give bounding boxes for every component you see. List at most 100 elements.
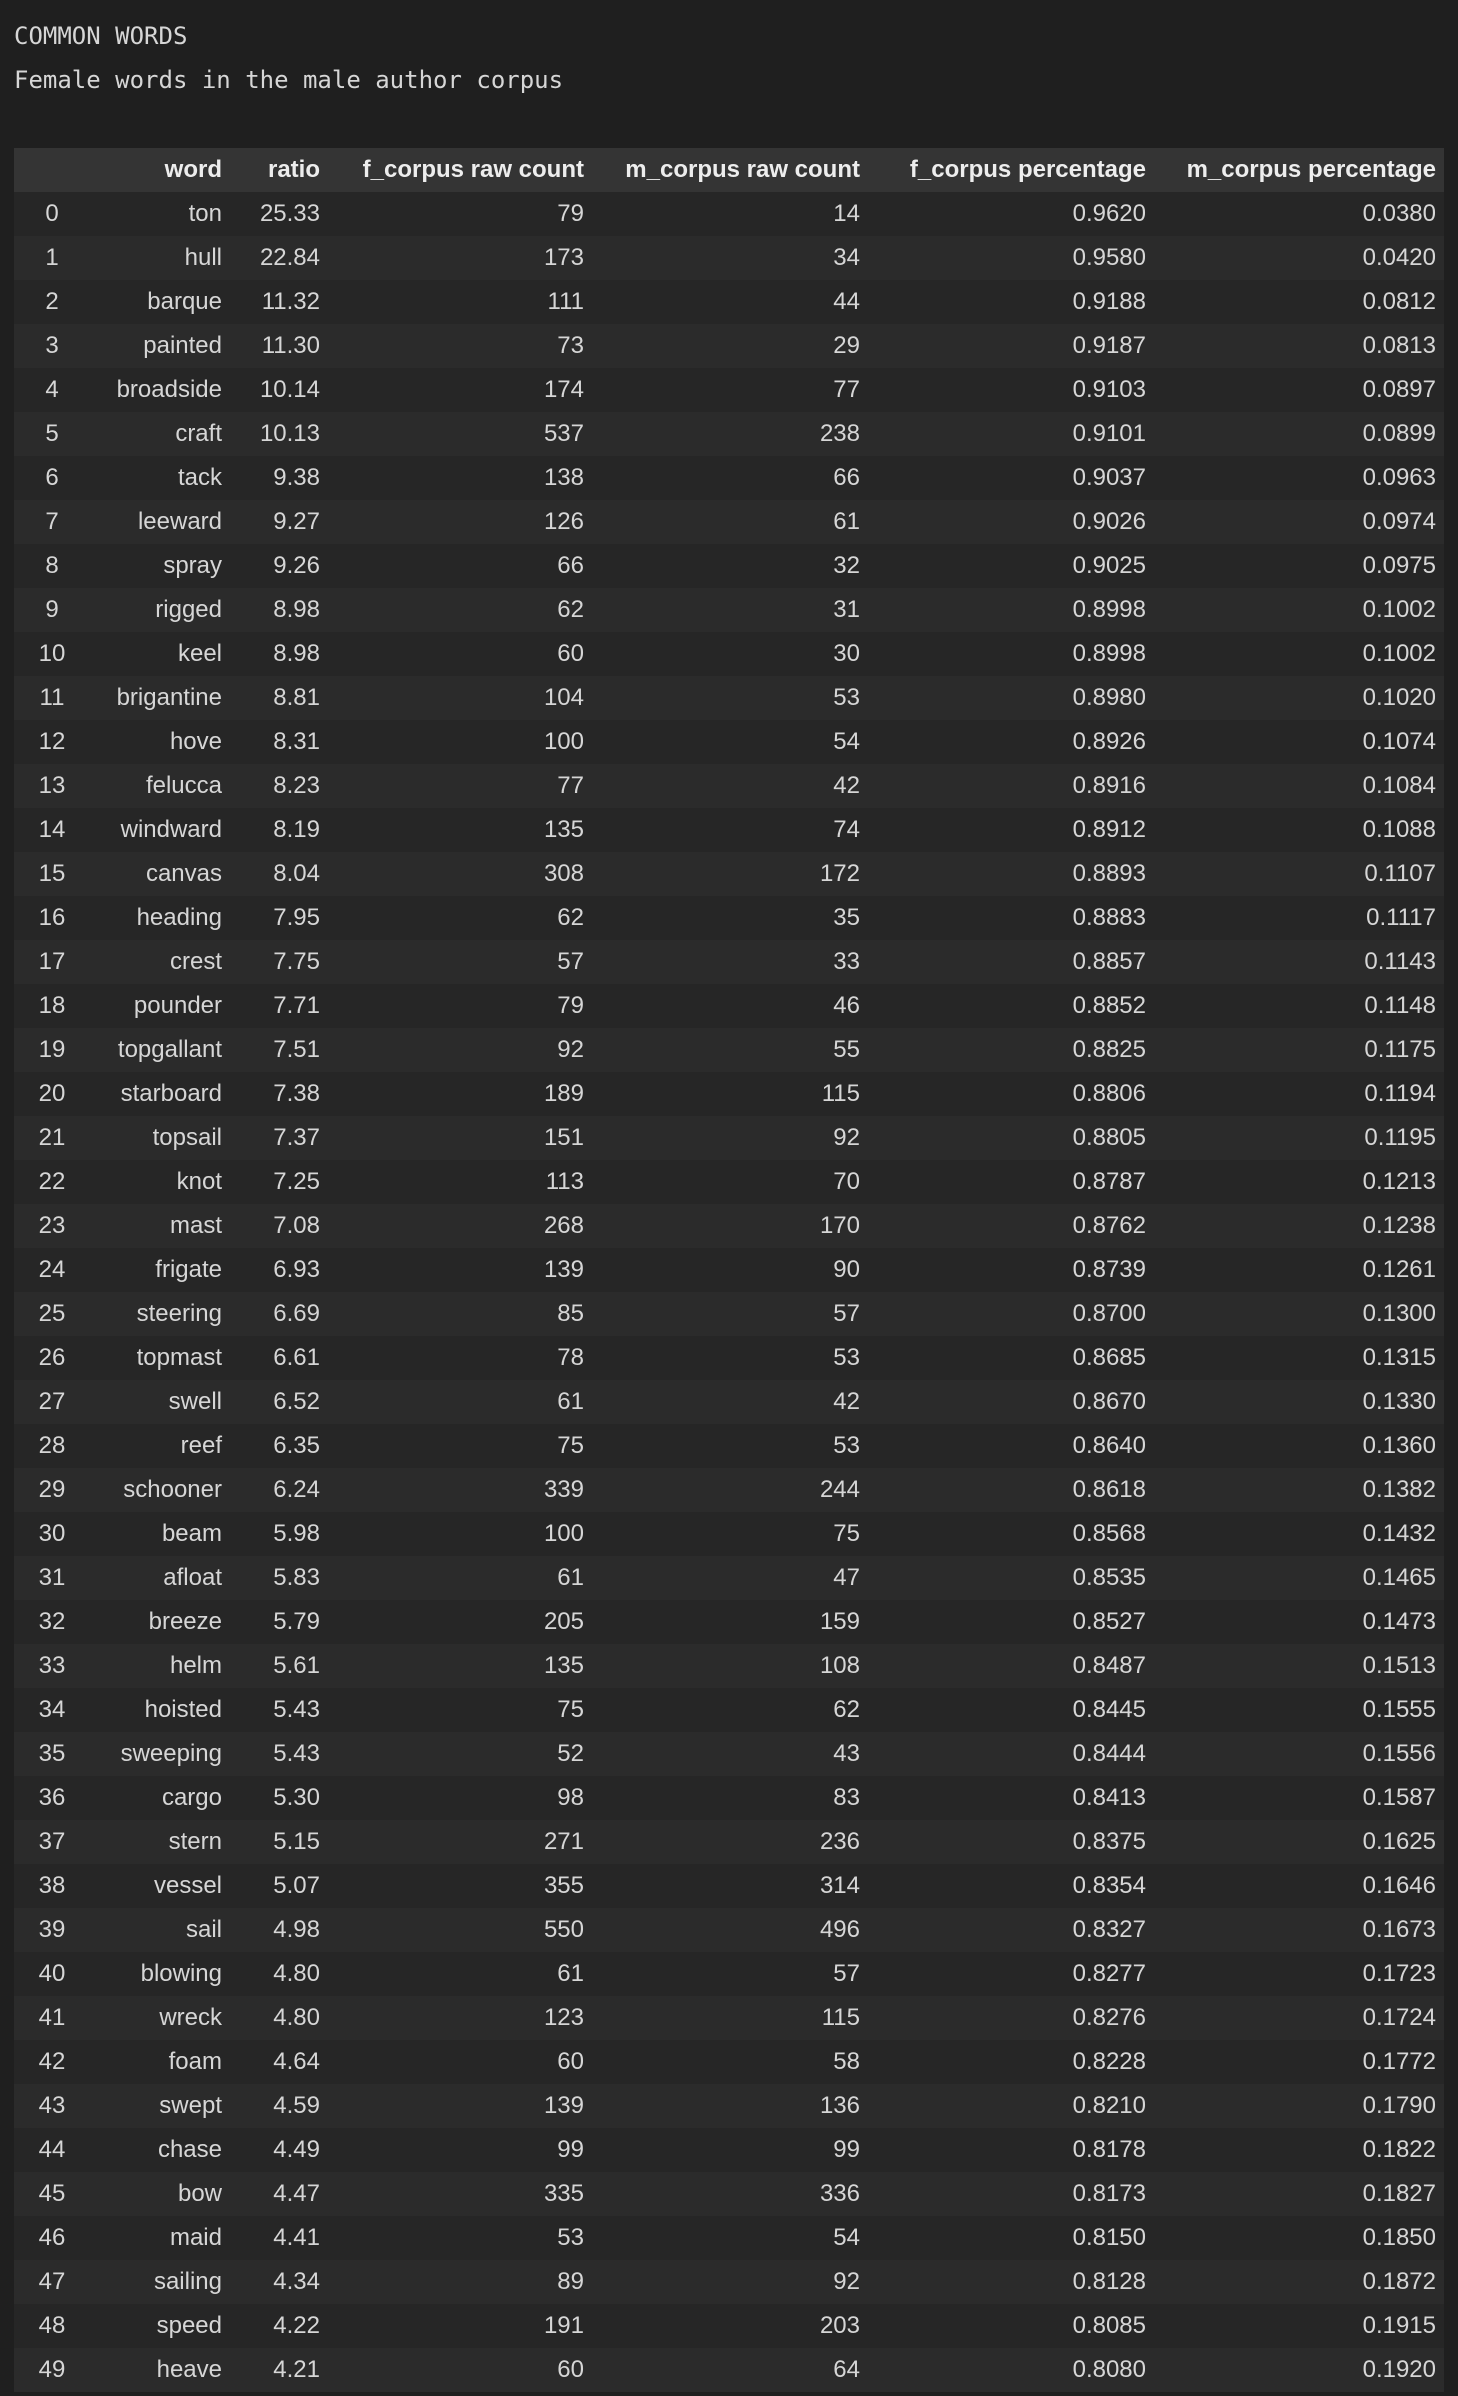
cell-f-corpus-raw-count: 138 [543, 464, 584, 491]
table-row: 16 heading 7.95 62 35 0.8883 0.1117 [14, 896, 1444, 940]
cell-ratio: 6.24 [273, 1476, 320, 1503]
row-index: 10 [38, 640, 66, 667]
cell-m-corpus-percentage: 0.1850 [1362, 2224, 1436, 2251]
table-row: 47 sailing 4.34 89 92 0.8128 0.1872 [14, 2260, 1444, 2304]
cell-word: craft [175, 420, 222, 447]
table-row: 6 tack 9.38 138 66 0.9037 0.0963 [14, 456, 1444, 500]
cell-ratio: 7.75 [273, 948, 320, 975]
cell-m-corpus-raw-count: 115 [821, 1080, 860, 1107]
cell-word: speed [156, 2312, 222, 2339]
cell-ratio: 8.81 [273, 684, 320, 711]
table-row: 4 broadside 10.14 174 77 0.9103 0.0897 [14, 368, 1444, 412]
cell-f-corpus-percentage: 0.8535 [1072, 1564, 1146, 1591]
cell-ratio: 6.52 [273, 1388, 320, 1415]
cell-f-corpus-percentage: 0.9103 [1072, 376, 1146, 403]
row-index: 9 [45, 596, 59, 623]
cell-m-corpus-percentage: 0.1473 [1362, 1608, 1436, 1635]
cell-f-corpus-percentage: 0.8852 [1072, 992, 1146, 1019]
cell-ratio: 7.95 [273, 904, 320, 931]
cell-f-corpus-raw-count: 174 [543, 376, 584, 403]
column-header-m-corpus-raw-count: m_corpus raw count [592, 148, 868, 192]
cell-word: sail [185, 1916, 222, 1943]
table-row: 20 starboard 7.38 189 115 0.8806 0.1194 [14, 1072, 1444, 1116]
row-index: 7 [45, 508, 59, 535]
row-index: 49 [38, 2356, 66, 2383]
cell-f-corpus-raw-count: 104 [543, 684, 584, 711]
cell-m-corpus-raw-count: 35 [833, 904, 860, 931]
cell-m-corpus-percentage: 0.1382 [1362, 1476, 1436, 1503]
cell-word: windward [120, 816, 222, 843]
table-row: 25 steering 6.69 85 57 0.8700 0.1300 [14, 1292, 1444, 1336]
column-header-ratio: ratio [230, 148, 328, 192]
cell-word: heave [156, 2356, 222, 2383]
cell-f-corpus-raw-count: 53 [557, 2224, 584, 2251]
row-index: 27 [38, 1388, 66, 1415]
cell-m-corpus-raw-count: 54 [833, 2224, 860, 2251]
cell-word: breeze [148, 1608, 222, 1635]
row-index: 40 [38, 1960, 66, 1987]
cell-m-corpus-raw-count: 42 [833, 772, 860, 799]
table-row: 28 reef 6.35 75 53 0.8640 0.1360 [14, 1424, 1444, 1468]
cell-m-corpus-percentage: 0.0420 [1362, 244, 1436, 271]
cell-m-corpus-percentage: 0.1465 [1362, 1564, 1436, 1591]
table-row: 44 chase 4.49 99 99 0.8178 0.1822 [14, 2128, 1444, 2172]
cell-f-corpus-percentage: 0.8893 [1072, 860, 1146, 887]
cell-f-corpus-percentage: 0.8276 [1072, 2004, 1146, 2031]
row-index: 43 [38, 2092, 66, 2119]
cell-f-corpus-percentage: 0.9188 [1072, 288, 1146, 315]
table-row: 3 painted 11.30 73 29 0.9187 0.0813 [14, 324, 1444, 368]
cell-m-corpus-raw-count: 61 [833, 508, 860, 535]
cell-ratio: 25.33 [259, 200, 320, 227]
cell-ratio: 5.15 [273, 1828, 320, 1855]
cell-m-corpus-raw-count: 42 [833, 1388, 860, 1415]
cell-m-corpus-percentage: 0.1117 [1366, 904, 1436, 931]
cell-m-corpus-raw-count: 64 [833, 2356, 860, 2383]
cell-ratio: 7.38 [273, 1080, 320, 1107]
row-index: 15 [38, 860, 66, 887]
cell-ratio: 8.23 [273, 772, 320, 799]
cell-f-corpus-percentage: 0.8806 [1072, 1080, 1146, 1107]
table-row: 8 spray 9.26 66 32 0.9025 0.0975 [14, 544, 1444, 588]
row-index: 38 [38, 1872, 66, 1899]
cell-f-corpus-percentage: 0.8980 [1072, 684, 1146, 711]
cell-m-corpus-raw-count: 43 [833, 1740, 860, 1767]
row-index: 28 [38, 1432, 66, 1459]
cell-f-corpus-raw-count: 135 [543, 1652, 584, 1679]
cell-f-corpus-percentage: 0.9025 [1072, 552, 1146, 579]
cell-m-corpus-raw-count: 44 [833, 288, 860, 315]
cell-f-corpus-raw-count: 139 [543, 1256, 584, 1283]
row-index: 2 [45, 288, 59, 315]
row-index: 26 [38, 1344, 66, 1371]
table-row: 41 wreck 4.80 123 115 0.8276 0.1724 [14, 1996, 1444, 2040]
cell-f-corpus-percentage: 0.8128 [1072, 2268, 1146, 2295]
cell-m-corpus-percentage: 0.1002 [1362, 596, 1436, 623]
cell-m-corpus-raw-count: 314 [819, 1872, 860, 1899]
cell-f-corpus-raw-count: 139 [543, 2092, 584, 2119]
cell-word: chase [157, 2136, 222, 2163]
cell-m-corpus-percentage: 0.1772 [1362, 2048, 1436, 2075]
row-index: 36 [38, 1784, 66, 1811]
output-title: COMMON WORDS [14, 22, 188, 50]
cell-f-corpus-percentage: 0.8210 [1072, 2092, 1146, 2119]
cell-f-corpus-percentage: 0.8085 [1072, 2312, 1146, 2339]
cell-word: knot [176, 1168, 222, 1195]
table-body: 0 ton 25.33 79 14 0.9620 0.0380 1 hull 22.84 173 34… [14, 192, 1444, 2392]
cell-f-corpus-percentage: 0.8805 [1072, 1124, 1146, 1151]
cell-ratio: 8.98 [273, 596, 320, 623]
cell-f-corpus-percentage: 0.8670 [1072, 1388, 1146, 1415]
cell-f-corpus-raw-count: 79 [557, 200, 584, 227]
cell-word: cargo [161, 1784, 222, 1811]
cell-word: hove [169, 728, 222, 755]
cell-f-corpus-raw-count: 205 [543, 1608, 584, 1635]
cell-ratio: 7.71 [273, 992, 320, 1019]
cell-m-corpus-raw-count: 115 [821, 2004, 860, 2031]
column-header-f-corpus-percentage: f_corpus percentage [868, 148, 1154, 192]
table-row: 49 heave 4.21 60 64 0.8080 0.1920 [14, 2348, 1444, 2392]
row-index: 11 [39, 684, 65, 711]
cell-f-corpus-percentage: 0.8825 [1072, 1036, 1146, 1063]
cell-word: mast [169, 1212, 222, 1239]
cell-ratio: 4.59 [273, 2092, 320, 2119]
row-index: 31 [38, 1564, 66, 1591]
cell-ratio: 4.22 [273, 2312, 320, 2339]
cell-word: helm [169, 1652, 222, 1679]
